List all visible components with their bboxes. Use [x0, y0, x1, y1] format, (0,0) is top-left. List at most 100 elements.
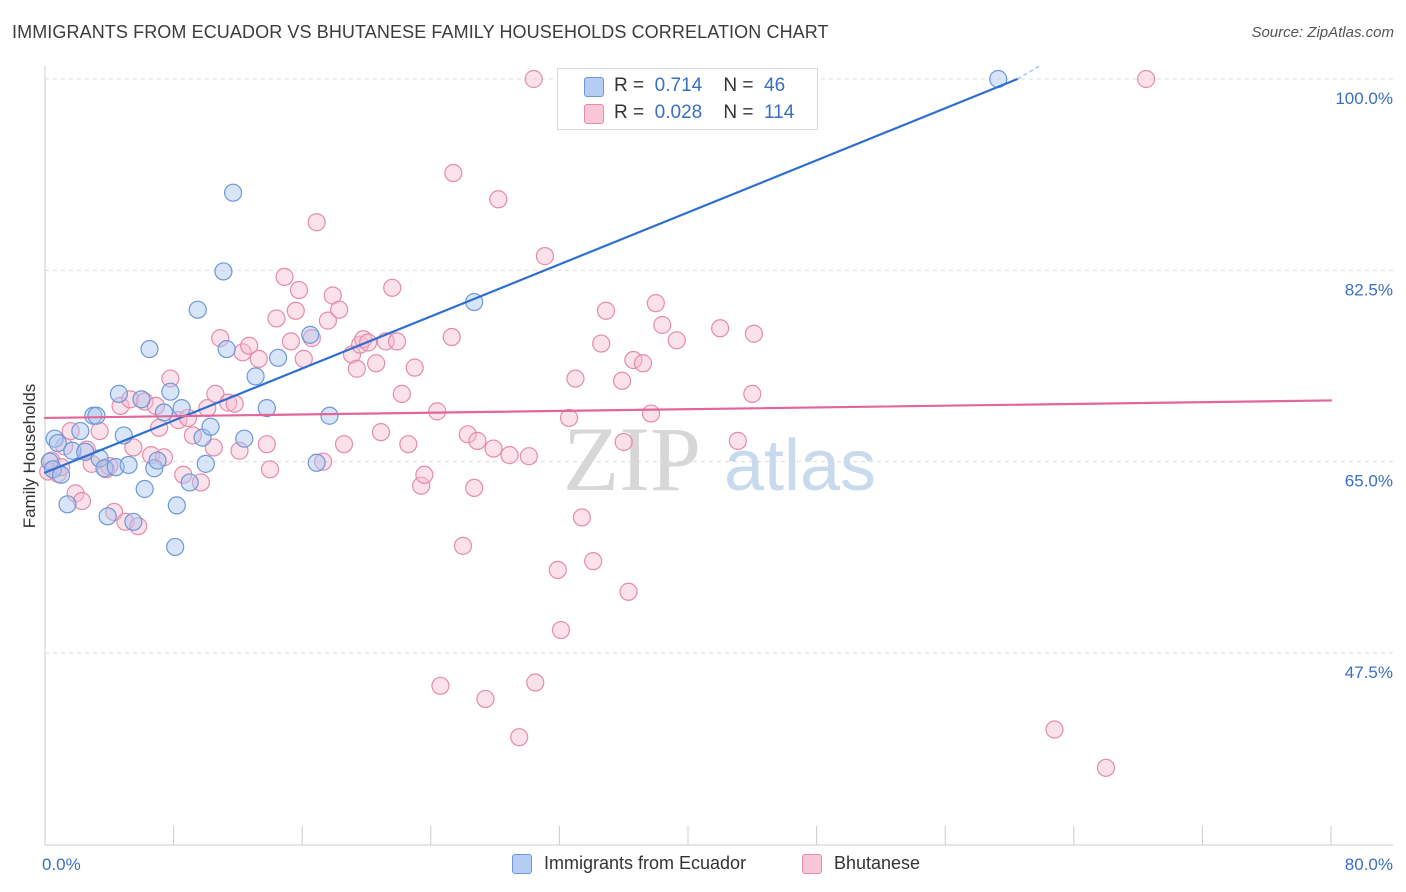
- bhutanese-point: [161, 369, 180, 388]
- bhutanese-point: [367, 354, 386, 373]
- bhutanese-point: [240, 336, 259, 355]
- bhutanese-point: [711, 319, 730, 338]
- bhutanese-point: [744, 324, 764, 343]
- bhutanese-point: [330, 300, 349, 319]
- bhutanese-point: [257, 435, 276, 454]
- bhutanese-point: [387, 332, 407, 351]
- bhutanese-point: [1045, 720, 1064, 739]
- bhutanese-point: [524, 69, 543, 89]
- bhutanese-point: [572, 508, 592, 527]
- bhutanese-point: [728, 431, 747, 450]
- bhutanese-point: [653, 315, 672, 335]
- bhutanese-point: [431, 676, 450, 695]
- ecuador-point: [58, 495, 77, 514]
- ecuador-point: [201, 417, 220, 436]
- bhutanese-point: [624, 350, 643, 370]
- bhutanese-point: [72, 491, 92, 511]
- ecuador-points: [40, 69, 1008, 557]
- bhutanese-point: [551, 620, 571, 640]
- bhutanese-point: [415, 465, 434, 484]
- bhutanese-point: [334, 435, 354, 454]
- bhutanese-point: [500, 446, 519, 465]
- ecuador-point: [180, 473, 199, 492]
- bhutanese-point: [614, 432, 633, 452]
- bhutanese-point: [476, 689, 495, 709]
- watermark-atlas: atlas: [724, 426, 876, 506]
- bhutanese-point: [289, 280, 309, 300]
- x-tick-label-max: 80.0%: [1345, 855, 1393, 874]
- bhutanese-point: [548, 560, 567, 580]
- n-label: N =: [723, 75, 754, 96]
- ecuador-point: [161, 382, 180, 401]
- bhutanese-point: [318, 311, 338, 330]
- ecuador-point: [71, 421, 90, 441]
- ecuador-point: [257, 398, 276, 418]
- bhutanese-point: [646, 294, 665, 313]
- bhutanese-swatch: [584, 104, 604, 124]
- ecuador-point: [167, 496, 186, 515]
- ecuador-point: [87, 406, 106, 425]
- ecuador-legend-swatch: [512, 854, 532, 874]
- bhutanese-point: [612, 371, 632, 390]
- bhutanese-point: [566, 369, 585, 388]
- watermark-zip: ZIP: [563, 408, 701, 510]
- ecuador-point: [135, 479, 154, 499]
- y-tick-label: 100.0%: [1335, 89, 1393, 108]
- y-tick-label: 82.5%: [1345, 280, 1393, 299]
- bhutanese-point: [61, 421, 80, 441]
- bhutanese-point: [249, 349, 268, 368]
- legend-label-ecuador: Immigrants from Ecuador: [544, 853, 747, 873]
- ecuador-point: [214, 262, 233, 281]
- bhutanese-point: [428, 402, 447, 421]
- bhutanese-point: [633, 354, 653, 373]
- tick-labels: 100.0% 82.5% 65.0% 47.5% 0.0% 80.0%: [42, 89, 1393, 874]
- r-value-ecuador: 0.714: [654, 75, 703, 96]
- ecuador-point: [63, 441, 82, 460]
- bhutanese-point: [519, 447, 538, 466]
- bhutanese-point: [412, 476, 431, 495]
- bhutanese-point: [489, 190, 508, 209]
- bhutanese-legend-swatch: [802, 854, 822, 874]
- ecuador-point: [188, 300, 207, 319]
- y-tick-label: 47.5%: [1345, 663, 1393, 682]
- ecuador-point: [320, 406, 339, 425]
- bhutanese-point: [281, 332, 301, 351]
- ecuador-point: [166, 537, 185, 557]
- ecuador-point: [124, 512, 143, 531]
- bhutanese-trend-line: [43, 399, 1333, 420]
- r-label: R =: [614, 75, 645, 96]
- grid-lines: [45, 78, 1393, 654]
- bhutanese-point: [405, 358, 424, 377]
- ecuador-point: [217, 339, 236, 359]
- ecuador-point: [119, 455, 138, 475]
- ecuador-point: [132, 390, 151, 409]
- bhutanese-point: [1137, 69, 1156, 89]
- bhutanese-point: [442, 327, 461, 347]
- bhutanese-point: [596, 301, 616, 320]
- x-tick-label-min: 0.0%: [42, 855, 81, 874]
- series-legend: Immigrants from Ecuador Bhutanese: [0, 852, 1406, 878]
- ecuador-point: [48, 433, 67, 453]
- chart-title: IMMIGRANTS FROM ECUADOR VS BHUTANESE FAM…: [12, 22, 829, 42]
- bhutanese-point: [211, 329, 230, 348]
- bhutanese-point: [90, 421, 109, 441]
- bhutanese-point: [484, 439, 503, 458]
- ecuador-trend-extension: [1017, 65, 1040, 80]
- bhutanese-point: [1096, 758, 1116, 777]
- watermark: ZIP atlas: [563, 408, 876, 510]
- r-label: R =: [614, 102, 645, 123]
- bhutanese-point: [392, 384, 411, 403]
- y-tick-label: 65.0%: [1345, 472, 1393, 491]
- ecuador-point: [154, 403, 174, 422]
- bhutanese-point: [307, 213, 326, 232]
- ecuador-point: [235, 429, 254, 448]
- bhutanese-point: [135, 392, 154, 411]
- ecuador-point: [268, 348, 288, 367]
- ecuador-point: [98, 507, 117, 526]
- ecuador-point: [223, 183, 243, 202]
- bhutanese-point: [465, 478, 484, 498]
- trend-lines: [43, 65, 1333, 474]
- bhutanese-point: [313, 452, 333, 471]
- bhutanese-point: [275, 267, 294, 286]
